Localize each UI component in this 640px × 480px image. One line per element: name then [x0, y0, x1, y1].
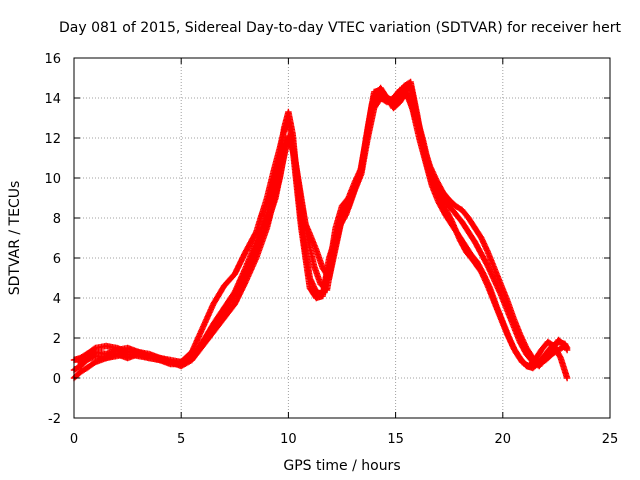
- x-tick-label: 5: [177, 432, 185, 447]
- series-track-a: [70, 78, 571, 382]
- x-tick-label: 15: [387, 432, 404, 447]
- data-point: [563, 374, 571, 382]
- data-point: [560, 341, 568, 349]
- series-track-d: [75, 82, 569, 370]
- chart-title: Day 081 of 2015, Sidereal Day-to-day VTE…: [59, 20, 621, 36]
- data-points: [70, 78, 571, 382]
- data-point: [561, 342, 569, 350]
- y-tick-label: 4: [53, 292, 61, 307]
- y-tick-label: 12: [44, 132, 61, 147]
- y-tick-label: -2: [48, 412, 61, 427]
- y-tick-label: 16: [44, 52, 61, 67]
- data-point: [563, 346, 571, 354]
- y-tick-label: 0: [53, 372, 61, 387]
- y-tick-label: 2: [53, 332, 61, 347]
- y-tick-label: 14: [44, 92, 61, 107]
- plot-border: [73, 57, 611, 419]
- series-track-c: [70, 84, 571, 382]
- y-axis-label: SDTVAR / TECUs: [7, 181, 23, 296]
- y-tick-label: 6: [53, 252, 61, 267]
- y-tick-label: 8: [53, 212, 61, 227]
- x-tick-label: 25: [602, 432, 619, 447]
- x-tick-label: 20: [495, 432, 512, 447]
- x-tick-label: 0: [70, 432, 78, 447]
- series-track-b: [70, 86, 571, 368]
- x-axis-label: GPS time / hours: [283, 458, 400, 474]
- axis-ticks: 0 5 10 15 20 25 -2 0 2 4 6 8 10 12 14 16: [44, 52, 618, 447]
- x-tick-label: 10: [280, 432, 297, 447]
- y-tick-label: 10: [44, 172, 61, 187]
